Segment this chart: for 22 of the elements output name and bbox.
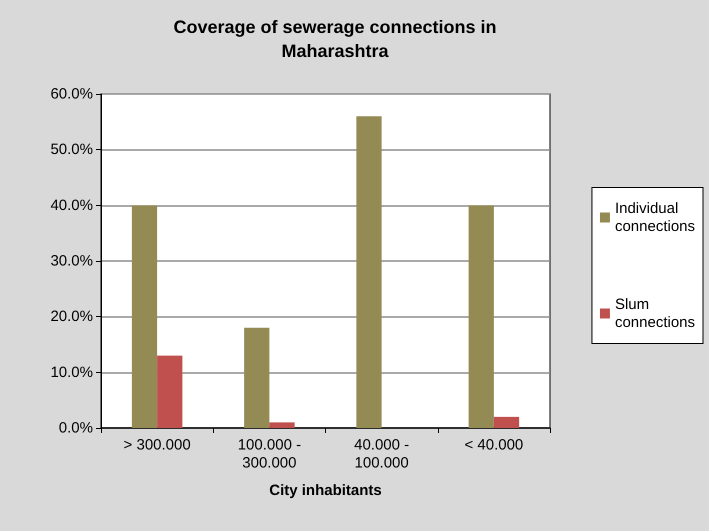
- chart-title: Coverage of sewerage connections in Maharashtra: [173, 17, 497, 61]
- x-tick-label: 100.000 - 300.000: [238, 436, 302, 472]
- x-axis-title: City inhabitants: [269, 482, 382, 499]
- bar: [157, 356, 182, 428]
- y-tick-label: 50.0%: [50, 141, 93, 158]
- x-tick-label: < 40.000: [464, 436, 524, 454]
- y-tick-label: 60.0%: [50, 86, 93, 102]
- legend-label: Individual connections: [614, 200, 696, 235]
- bar: [269, 422, 295, 428]
- y-tick-label: 40.0%: [50, 196, 93, 214]
- legend-label: Slum connections: [614, 296, 696, 331]
- y-tick-label: 0.0%: [58, 420, 93, 436]
- bar: [468, 205, 494, 428]
- x-tick-label: 40.000 - 100.000: [354, 436, 410, 472]
- x-tick-label: > 300.000: [124, 436, 191, 454]
- bar: [494, 416, 520, 428]
- bar: [356, 116, 382, 428]
- y-tick-label: 30.0%: [50, 252, 93, 270]
- bar: [132, 205, 158, 428]
- bar: [244, 328, 270, 428]
- y-tick-label: 10.0%: [50, 364, 93, 381]
- y-tick-label: 20.0%: [50, 308, 93, 326]
